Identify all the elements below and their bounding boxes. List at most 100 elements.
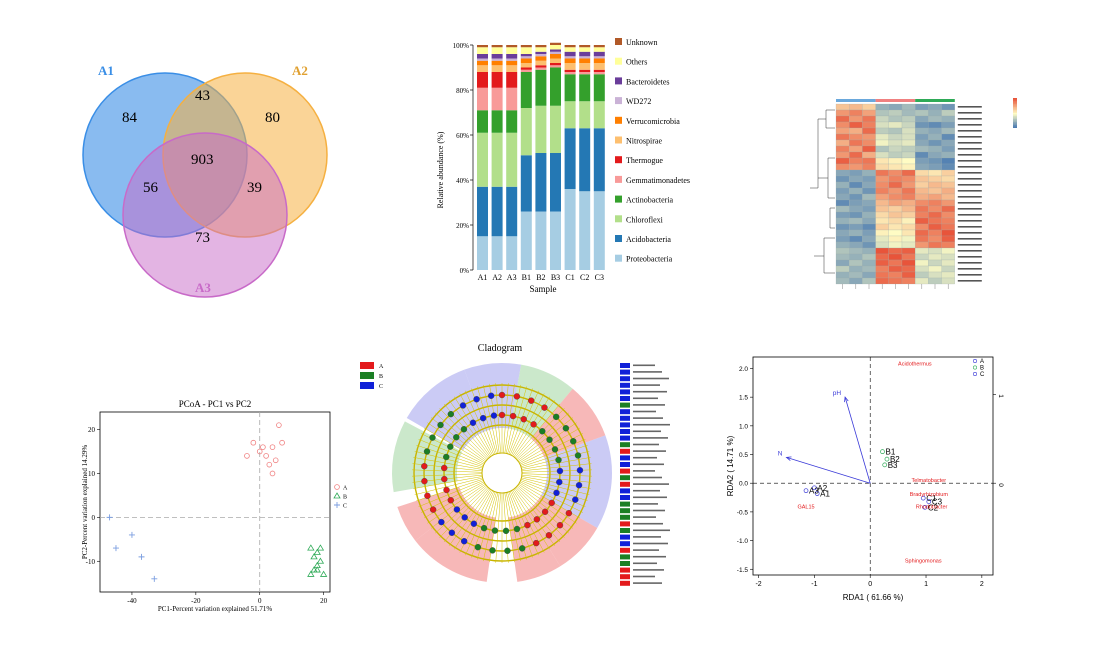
- heatmap-cell: [835, 223, 850, 231]
- bar-C2-chloroflexi: [579, 101, 591, 129]
- bar-legend-swatch: [615, 57, 622, 65]
- cladogram-key-text: [633, 522, 663, 525]
- heatmap-scale-step: [1013, 99, 1017, 101]
- heatmap-cell: [835, 235, 850, 243]
- bar-B3-thermogue: [550, 63, 561, 66]
- bar-A2-chloroflexi: [491, 132, 503, 187]
- heatmap-cell: [875, 151, 889, 159]
- cladogram-key-text: [633, 496, 667, 499]
- heatmap-cell: [835, 181, 850, 189]
- heatmap-cell: [928, 265, 942, 273]
- bar-marks: [477, 42, 605, 270]
- bar-xtick: A3: [507, 273, 517, 282]
- cladogram-branch: [521, 477, 590, 496]
- heatmap-cell: [928, 103, 942, 111]
- cladogram-node: [429, 434, 436, 441]
- heatmap-cell: [875, 199, 889, 207]
- heatmap-scale-step: [1013, 122, 1017, 124]
- heatmap-cell: [862, 241, 876, 249]
- cladogram-branch: [516, 412, 570, 460]
- heatmap-cell: [849, 139, 863, 147]
- bar-C2-acidobacteria: [579, 128, 591, 192]
- heatmap-cell: [849, 145, 863, 153]
- bar-xtick: B3: [551, 273, 560, 282]
- bar-A1-gemmatimonadetes: [477, 87, 488, 111]
- heatmap-cell: [901, 193, 916, 201]
- heatmap-cell: [862, 175, 876, 183]
- venn-diagram: A1 A2 A3 84 80 43 903 56 39 73: [82, 63, 328, 298]
- bar-B1-chloroflexi: [520, 108, 532, 156]
- cladogram-key-swatch: [620, 514, 630, 520]
- venn-label-a3: A3: [195, 280, 211, 295]
- cladogram-key-text: [633, 377, 669, 380]
- cladogram-branch: [413, 476, 483, 489]
- cladogram-branch: [508, 491, 534, 558]
- heatmap-cell: [928, 163, 942, 171]
- cladogram-node: [474, 543, 482, 551]
- heatmap-cell: [941, 163, 955, 171]
- heatmap-cell: [835, 175, 850, 183]
- bar-A2-unknown: [491, 45, 503, 48]
- heatmap-cell: [901, 115, 916, 123]
- heatmap-cell: [875, 229, 889, 237]
- cladogram-node: [576, 467, 584, 474]
- pcoa-xtick: 0: [258, 597, 262, 605]
- cladogram-node: [447, 410, 455, 418]
- cladogram-branch: [505, 492, 521, 562]
- heatmap-row-label: [957, 280, 982, 282]
- bar-xtick: C3: [595, 273, 604, 282]
- pcoa-point-c: [151, 575, 158, 582]
- bar-A1-proteobacteria: [477, 236, 488, 270]
- heatmap-cell: [888, 103, 903, 111]
- heatmap-cell: [941, 133, 955, 141]
- bar-A2-thermogue: [491, 72, 503, 88]
- cladogram-node: [509, 412, 517, 420]
- heatmap-cell: [862, 139, 876, 147]
- rda-xlabel: RDA1 ( 61.66 %): [843, 593, 904, 602]
- cladogram-node: [541, 508, 549, 516]
- heatmap-cell: [941, 145, 955, 153]
- bar-legend-swatch: [615, 136, 622, 144]
- bar-A3-proteobacteria: [506, 236, 518, 270]
- heatmap-row-label: [957, 178, 982, 180]
- heatmap-cell: [862, 247, 876, 255]
- rda-species-label: Bradyrhizobium: [910, 492, 949, 498]
- pcoa-ytick: 20: [88, 426, 96, 434]
- bar-A3-unknown: [506, 45, 518, 48]
- heatmap-cell: [849, 103, 863, 111]
- cladogram-key-swatch: [620, 462, 630, 467]
- heatmap-cell: [901, 139, 916, 147]
- heatmap-cell: [928, 217, 942, 225]
- cladogram-node: [443, 453, 450, 461]
- heatmap-cell: [941, 193, 955, 201]
- cladogram: Cladogram ABC: [360, 343, 670, 586]
- cladogram-node: [479, 414, 487, 422]
- bar-xtick: B2: [536, 273, 545, 282]
- heatmap-cell: [835, 169, 850, 177]
- bar-A1-unknown: [477, 45, 488, 48]
- heatmap-row-label: [957, 148, 982, 150]
- rda-sample-label: B3: [888, 461, 898, 470]
- heatmap-color-scale: [1013, 98, 1017, 128]
- heatmap-cell: [875, 241, 889, 249]
- bar-C1-thermogue: [564, 69, 576, 72]
- heatmap-cell: [928, 259, 942, 267]
- heatmap-cell: [875, 127, 889, 135]
- heatmap-cell: [901, 175, 916, 183]
- bar-B3-verrucomicrobia: [550, 54, 561, 59]
- heatmap-row-label: [957, 124, 982, 126]
- cladogram-branch: [448, 400, 491, 457]
- bar-B2-gemmatimonadetes: [535, 67, 547, 70]
- bar-C3-gemmatimonadetes: [593, 72, 605, 75]
- heatmap-group-bar: [836, 99, 955, 289]
- cladogram-node: [556, 521, 564, 529]
- pcoa-ytick: 0: [92, 514, 96, 522]
- heatmap-cell: [875, 277, 889, 285]
- cladogram-node: [572, 496, 579, 503]
- bar-C3-chloroflexi: [593, 101, 605, 129]
- rda-plot-frame: [752, 356, 994, 576]
- bar-B1-proteobacteria: [520, 211, 532, 270]
- cladogram-node: [533, 516, 541, 523]
- heatmap-cell: [928, 241, 942, 249]
- cladogram-key-text: [633, 476, 662, 479]
